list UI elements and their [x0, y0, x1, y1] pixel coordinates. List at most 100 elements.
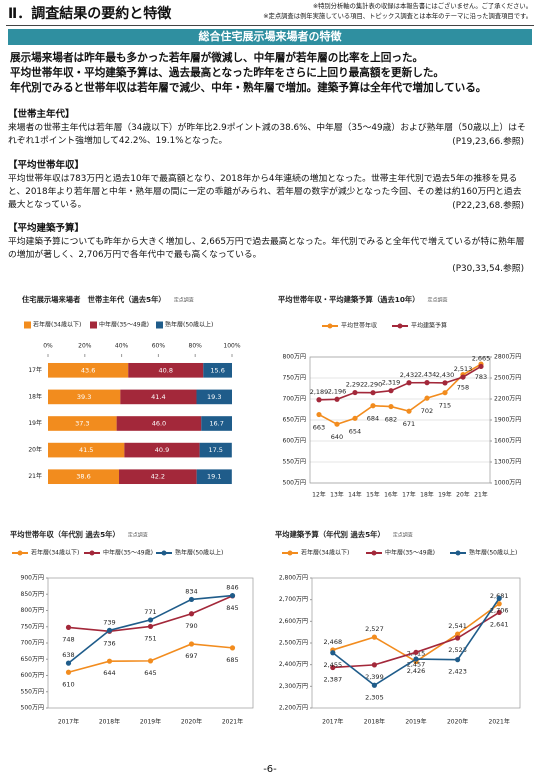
data-label: 783: [475, 373, 487, 381]
data-label: 2,468: [323, 638, 342, 646]
x-tick-label: 2018年: [99, 718, 120, 726]
data-label: 640: [331, 433, 343, 441]
x-tick-label: 40%: [115, 343, 129, 350]
legend-label: 若年層(34歳以下): [33, 321, 81, 329]
point: [413, 649, 419, 655]
point: [147, 617, 154, 623]
point: [442, 390, 448, 396]
x-tick-label: 2021年: [222, 718, 243, 726]
point: [330, 650, 336, 656]
x-tick-label: 12年: [312, 491, 326, 499]
data-label: 751: [144, 634, 156, 642]
banner: 総合住宅展示場来場者の特徴: [8, 29, 532, 45]
section-ref: (P22,23,68.参照): [452, 201, 524, 211]
point: [330, 664, 336, 671]
legend-swatch: [24, 321, 31, 329]
category-label: 17年: [28, 366, 42, 374]
y-tick-label: 650万円: [283, 417, 306, 424]
section-body: 平均建築予算についても昨年から大きく増加し、2,665万円で過去最高となった。年…: [8, 237, 525, 260]
point: [455, 657, 461, 663]
data-label: 654: [349, 427, 361, 435]
data-label: 46.0: [152, 420, 166, 428]
bar-segment: [48, 416, 117, 431]
y2-tick-label: 2500万円: [494, 375, 521, 382]
data-label: 834: [185, 587, 197, 595]
data-label: 748: [62, 635, 74, 643]
bar-segment: [48, 389, 121, 405]
data-label: 15.6: [210, 366, 224, 374]
y-tick-label: 900万円: [21, 575, 44, 582]
legend-label: 平均建築予算: [411, 322, 447, 330]
plot-frame: [311, 577, 521, 709]
section-heading: 【世帯主年代】: [8, 109, 75, 120]
data-label: 43.6: [81, 366, 95, 374]
data-label: 2,196: [328, 387, 347, 395]
data-label: 638: [62, 651, 74, 659]
bar-segment: [120, 389, 197, 405]
data-label: 771: [144, 608, 156, 616]
x-tick-label: 13年: [330, 491, 344, 499]
y-tick-label: 550万円: [21, 688, 44, 695]
data-label: 2,523: [448, 646, 467, 654]
bar-segment: [196, 469, 232, 485]
summary-line: 平均世帯年収・平均建築予算は、過去最高となった昨年をさらに上回り最高額を更新した…: [10, 67, 445, 79]
bar-segment: [48, 469, 120, 485]
data-label: 2,455: [323, 661, 342, 669]
category-label: 19年: [28, 419, 42, 427]
data-label: 685: [226, 656, 238, 664]
data-label: 645: [144, 669, 156, 677]
legend-marker: [161, 550, 167, 556]
x-tick-label: 2021年: [489, 718, 510, 726]
y2-tick-label: 1000万円: [494, 480, 521, 487]
bar-segment: [128, 362, 204, 378]
bar-segment: [116, 416, 202, 431]
legend-marker: [287, 550, 293, 556]
y-tick-label: 650万円: [21, 656, 44, 663]
y-tick-label: 800万円: [283, 354, 306, 361]
category-label: 18年: [28, 392, 42, 400]
note: ※特別分析軸の集計表の収録は本報告書にはございません。ご了承ください。: [312, 3, 532, 10]
point: [406, 408, 412, 414]
section-heading: 【平均世帯年収】: [8, 160, 85, 171]
point: [413, 656, 419, 662]
section-ref: (P19,23,66.参照): [452, 137, 524, 147]
point: [406, 380, 412, 386]
x-tick-label: 2019年: [140, 718, 161, 726]
point: [496, 595, 502, 601]
section: 【平均世帯年収】 平均世帯年収は783万円と過去10年で最高額となり、2018年…: [8, 159, 530, 213]
header-rule: [6, 25, 534, 26]
y2-tick-label: 1900万円: [494, 417, 521, 424]
data-label: 2,706: [490, 606, 509, 614]
y-tick-label: 500万円: [21, 705, 44, 712]
legend-label: 中年層(35～49歳): [103, 549, 153, 557]
data-label: 2,387: [323, 675, 342, 683]
data-label: 2,641: [490, 620, 509, 628]
legend-label: 中年層(35～49歳): [99, 321, 149, 329]
data-label: 2,527: [365, 625, 384, 633]
y-tick-label: 700万円: [283, 396, 306, 403]
data-label: 671: [403, 420, 415, 428]
legend-label: 熟年層(50歳以上): [469, 549, 517, 557]
chart-subtitle: 定点調査: [174, 297, 194, 304]
point: [455, 635, 461, 641]
x-tick-label: 60%: [152, 343, 166, 350]
legend-label: 若年層(34歳以下): [31, 549, 79, 557]
plot-frame: [309, 356, 491, 484]
y-tick-label: 800万円: [21, 607, 44, 614]
y2-tick-label: 1300万円: [494, 459, 521, 466]
x-tick-label: 2020年: [181, 718, 202, 726]
point: [478, 363, 484, 370]
point: [334, 421, 340, 427]
data-label: 644: [103, 669, 115, 677]
section-heading: 【平均建築予算】: [8, 223, 85, 234]
point: [424, 380, 430, 386]
section-body: 平均世帯年収は783万円と過去10年で最高額となり、2018年から4年連続の増加…: [8, 174, 522, 210]
bar-segment: [48, 362, 129, 378]
section: 【世帯主年代】 来場者の世帯主年代は若年層（34歳以下）が昨年比2.9ポイント減…: [8, 108, 530, 149]
x-tick-label: 80%: [189, 343, 203, 350]
x-tick-label: 14年: [348, 491, 362, 499]
y2-tick-label: 2800万円: [494, 354, 521, 361]
data-label: 2,434: [418, 371, 437, 379]
